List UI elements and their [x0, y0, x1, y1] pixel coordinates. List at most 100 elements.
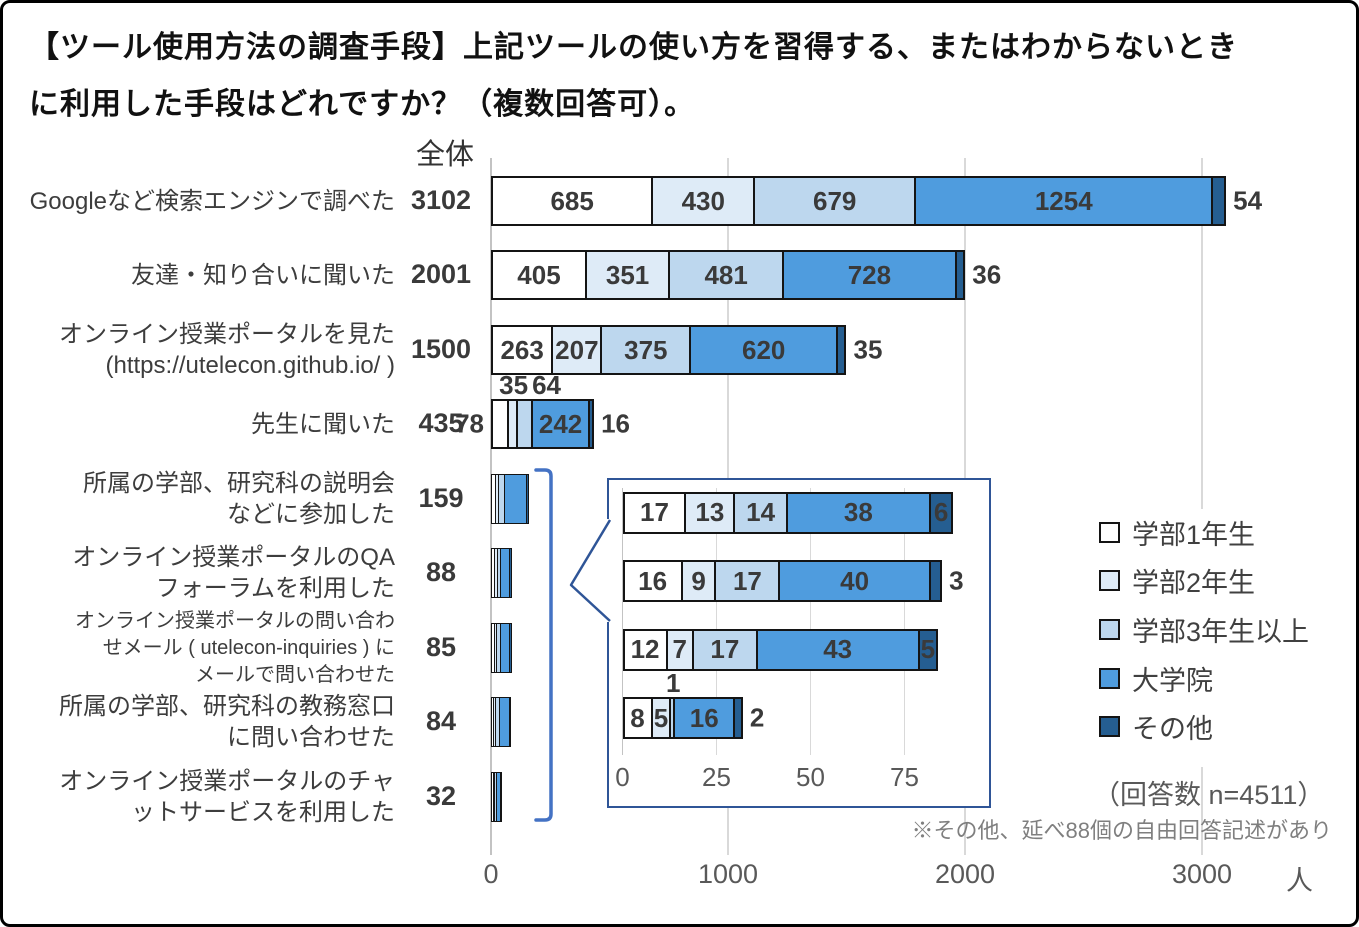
main-bar-row: [491, 623, 512, 673]
category-label: 友達・知り合いに聞いた: [17, 260, 395, 291]
segment-value-label: 679: [813, 185, 857, 216]
row-total-value: 159: [418, 483, 464, 513]
main-bar-row: 263 207 375 620: [491, 325, 847, 375]
main-bar-segment: [508, 697, 512, 747]
main-bar-segment: 375: [600, 325, 692, 375]
legend-item: 学部2年生: [1099, 564, 1255, 598]
category-label-line: (https://utelecon.github.io/ ): [105, 352, 396, 379]
category-label: オンライン授業ポータルのQA フォーラムを利用した: [17, 542, 395, 604]
legend-label: 学部3年生以上: [1132, 616, 1310, 647]
main-segment-value-label: 64: [532, 370, 562, 400]
inset-bar-segment: 17: [622, 491, 687, 534]
row-total-value: 1500: [410, 334, 472, 364]
inset-bar-segment: 5: [917, 628, 939, 671]
inset-gridline: [715, 488, 718, 755]
legend-swatch: [1099, 570, 1120, 592]
inset-gridline: [809, 488, 812, 755]
category-label-line: オンライン授業ポータルを見た: [59, 321, 395, 348]
callout-pointer-icon: [569, 519, 615, 622]
category-label-line: 所属の学部、研究科の教務窓口: [59, 693, 395, 720]
category-label-line: 先生に聞いた: [251, 410, 395, 438]
inset-segment-value-label: 3: [949, 565, 964, 596]
inset-bar-segment: [928, 560, 943, 602]
main-bar-segment: 263: [491, 325, 554, 375]
main-bar-segment: [954, 250, 966, 300]
category-label-line: オンライン授業ポータルの問い合わ: [75, 609, 395, 632]
category-label: オンライン授業ポータルの問い合わせメール ( utelecon-inquirie…: [17, 608, 395, 689]
segment-value-label: 12: [630, 634, 660, 664]
main-segment-value-label: 54: [1233, 185, 1263, 216]
category-label-line: Googleなど検索エンジンで調べた: [29, 187, 395, 215]
main-bar-row: [491, 548, 512, 598]
inset-bar-segment: 38: [785, 491, 931, 534]
segment-value-label: 14: [746, 497, 776, 527]
main-bar-segment: [1211, 176, 1227, 226]
category-label-line: せメール ( utelecon-inquiries ) に: [102, 636, 395, 659]
legend-swatch: [1099, 667, 1120, 689]
segment-value-label: 620: [742, 334, 786, 365]
inset-bar-segment: 14: [733, 491, 788, 534]
main-gridline: [1201, 158, 1203, 855]
callout-border-mask: [607, 519, 615, 622]
segment-value-label: 1254: [1034, 185, 1093, 216]
main-bar-segment: [503, 474, 527, 524]
main-bar-row: 685 430 679 1254: [491, 176, 1227, 226]
main-segment-value-label: 78: [455, 408, 484, 439]
inset-bar-segment: 13: [684, 491, 736, 534]
category-label-line: 友達・知り合いに聞いた: [131, 261, 395, 289]
inset-bar-segment: 6: [928, 491, 954, 534]
main-segment-value-label: 35: [853, 334, 883, 365]
inset-bar-segment: 5: [650, 697, 672, 739]
inset-bar-segment: 9: [680, 560, 717, 602]
segment-value-label: 5: [653, 702, 669, 733]
legend-item: その他: [1099, 710, 1213, 744]
main-axis-tick-label: 2000: [934, 859, 996, 889]
row-total-value: 85: [425, 632, 457, 662]
legend: 学部1年生学部2年生学部3年生以上大学院その他: [1093, 509, 1355, 767]
inset-gridline: [903, 488, 906, 755]
row-total-value: 3102: [410, 185, 472, 215]
main-bar-segment: 679: [753, 176, 917, 226]
segment-value-label: 263: [500, 334, 544, 365]
legend-label: その他: [1132, 714, 1213, 745]
footnote: ※その他、延べ88個の自由回答記述があり: [911, 818, 1332, 843]
segment-value-label: 5: [920, 634, 936, 664]
inset-axis-tick-label: 0: [615, 762, 630, 792]
segment-value-label: 38: [843, 497, 873, 527]
inset-bar-segment: 12: [622, 628, 668, 671]
inset-bar-segment: 17: [714, 560, 781, 602]
segment-value-label: 16: [689, 702, 719, 733]
main-bar-segment: [509, 548, 512, 598]
inset-bar-segment: 7: [665, 628, 694, 671]
inset-bar-segment: 40: [778, 560, 931, 602]
chart-title-line2: に利用した手段はどれですか？（複数回答可）。: [29, 88, 696, 121]
legend-label: 学部2年生: [1132, 568, 1256, 599]
category-label-line: などに参加した: [227, 501, 395, 528]
segment-value-label: 9: [691, 565, 706, 596]
inset-bar-segment: 16: [622, 560, 683, 602]
category-label: オンライン授業ポータルを見た (https://utelecon.github.i…: [17, 319, 395, 381]
main-bar-row: 242: [491, 399, 595, 449]
chart-title-line1: 【ツール使用方法の調査手段】上記ツールの使い方を習得する、またはわからないとき: [29, 31, 1238, 64]
category-label-line: 所属の学部、研究科の説明会: [83, 470, 395, 497]
main-bar-segment: 430: [651, 176, 756, 226]
main-bar-segment: 405: [491, 250, 587, 300]
main-axis-tick-label: 1000: [697, 859, 759, 889]
main-bar-segment: 685: [491, 176, 654, 226]
category-label-line: フォーラムを利用した: [155, 575, 395, 602]
segment-value-label: 17: [710, 634, 740, 664]
segment-value-label: 16: [638, 565, 668, 596]
inset-bar-segment: 8: [622, 697, 653, 739]
legend-item: 大学院: [1099, 661, 1213, 696]
inset-segment-value-label: 1: [666, 668, 681, 698]
category-label-line: ットサービスを利用した: [131, 799, 395, 826]
category-label: Googleなど検索エンジンで調べた: [17, 186, 395, 217]
segment-value-label: 242: [538, 408, 583, 439]
legend-label: 学部1年生: [1132, 519, 1256, 550]
inset-bar-row: 16 9 17 40: [622, 560, 943, 602]
row-total-value: 84: [425, 706, 457, 736]
group-bracket: [534, 468, 553, 822]
main-axis-tick-label: 3000: [1171, 859, 1233, 889]
main-bar-segment: [836, 325, 847, 375]
